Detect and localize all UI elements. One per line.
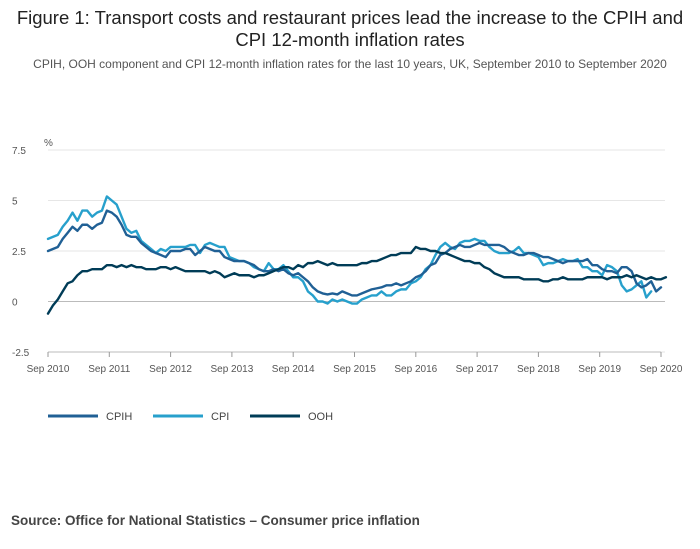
y-tick-label: 0 [12,298,18,309]
y-tick-label: 2.5 [12,247,26,258]
series-line-cpi [46,195,653,305]
x-tick-label: Sep 2010 [27,364,70,375]
legend: CPIH CPI OOH [48,411,333,423]
series-line-cpih [46,209,663,297]
x-tick-label: Sep 2012 [149,364,192,375]
x-tick-label: Sep 2015 [333,364,376,375]
x-tick-label: Sep 2013 [210,364,253,375]
y-tick-label: -2.5 [12,348,30,359]
series-lines [46,195,668,315]
x-tick-label: Sep 2019 [578,364,621,375]
x-axis-ticks: Sep 2010 Sep 2011 Sep 2012 Sep 2013 Sep 2014… [27,351,683,375]
y-tick-label: 7.5 [12,146,26,157]
x-tick-label: Sep 2017 [456,364,499,375]
series-line-ooh [46,245,668,315]
gridlines [48,149,665,353]
x-tick-label: Sep 2020 [640,364,683,375]
y-axis-ticks: 7.5 5 2.5 0 -2.5 [12,146,30,359]
legend-label-cpih: CPIH [106,411,132,423]
x-tick-label: Sep 2014 [272,364,315,375]
y-tick-label: 5 [12,197,18,208]
y-axis-label: % [44,138,53,149]
chart-subtitle: CPIH, OOH component and CPI 12-month inf… [33,57,667,71]
x-tick-label: Sep 2016 [394,364,437,375]
legend-label-cpi: CPI [211,411,229,423]
source-note: Source: Office for National Statistics –… [11,513,420,528]
chart-title: Figure 1: Transport costs and restaurant… [16,7,684,50]
x-tick-label: Sep 2011 [88,364,131,375]
x-tick-label: Sep 2018 [517,364,560,375]
legend-label-ooh: OOH [308,411,333,423]
